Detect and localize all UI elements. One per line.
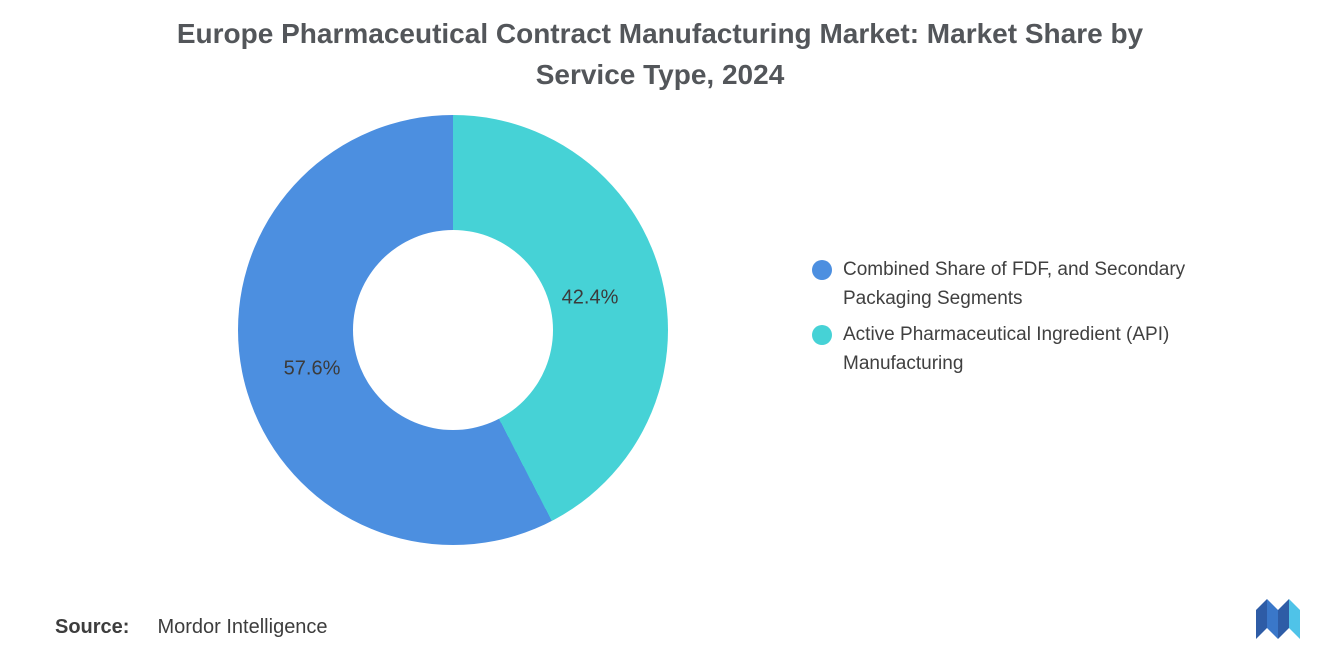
source-value: Mordor Intelligence	[157, 616, 328, 638]
source-label: Source:	[55, 616, 130, 638]
legend-item-api-manufacturing: Active Pharmaceutical Ingredient (API) M…	[812, 321, 1263, 378]
legend-item-fdf-packaging: Combined Share of FDF, and Secondary Pac…	[812, 256, 1263, 313]
legend: Combined Share of FDF, and Secondary Pac…	[812, 256, 1263, 378]
mordor-intelligence-logo	[1256, 597, 1300, 641]
donut-chart-area: 57.6% 42.4%	[238, 115, 668, 545]
donut-hole	[353, 230, 553, 430]
legend-swatch-teal	[812, 325, 832, 345]
legend-swatch-blue	[812, 260, 832, 280]
chart-title: Europe Pharmaceutical Contract Manufactu…	[176, 18, 1144, 90]
source-row: Source: Mordor Intelligence	[55, 616, 328, 639]
legend-label: Combined Share of FDF, and Secondary Pac…	[843, 259, 1186, 309]
slice-label-api-manufacturing: 42.4%	[561, 286, 619, 309]
legend-label: Active Pharmaceutical Ingredient (API) M…	[843, 324, 1170, 374]
slice-label-fdf-packaging: 57.6%	[283, 357, 341, 380]
